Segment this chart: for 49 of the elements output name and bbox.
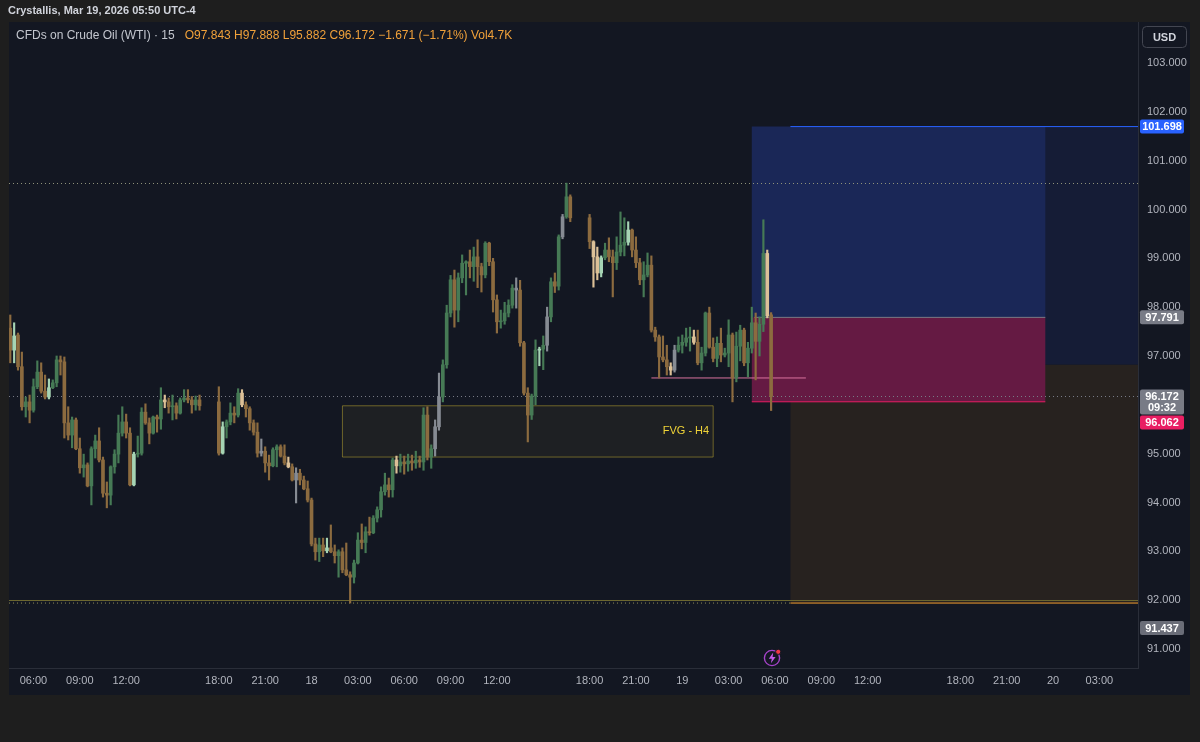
candlestick [240,389,244,408]
candlestick [715,336,719,368]
y-tick-label: 98.000 [1147,300,1181,313]
text: O97.843 H97.888 L95.882 C96.172 −1.671 (−1.71%) Vol4.7K [184,28,513,43]
y-tick-label: 93.000 [1147,544,1181,557]
y-axis-title: USD [1152,30,1177,43]
y-tick-label: 92.000 [1147,593,1181,606]
x-tick-label: 21:00 [251,673,279,686]
x-tick-label: 09:00 [436,673,465,686]
x-tick-label: 18 [305,673,318,686]
x-tick-label: 12:00 [853,673,882,686]
x-tick-label: 18:00 [205,673,233,686]
x-tick-label: 12:00 [112,673,140,686]
x-tick-label: 06:00 [761,673,789,686]
text: 91.437 [1145,621,1179,634]
y-tick-label: 103.000 [1147,56,1187,69]
y-tick-label: 100.000 [1147,202,1187,215]
text: 96.062 [1145,415,1179,428]
x-tick-label: 03:00 [714,673,743,686]
text: Crystallis, Mar 19, 2026 05:50 UTC-4 [8,4,197,17]
x-tick-label: 09:00 [66,673,94,686]
x-tick-label: 09:00 [807,673,836,686]
legend-label: FVG - H4 [662,424,710,437]
candlestick [325,537,329,554]
x-tick-label: 21:00 [992,673,1021,686]
y-tick-label: 91.000 [1147,641,1181,654]
x-tick-label: 18:00 [575,673,604,686]
y-tick-label: 94.000 [1147,495,1181,508]
x-tick-label: 18:00 [946,673,975,686]
y-tick-label: 99.000 [1147,251,1181,264]
series-label: 101.698 [1142,120,1182,133]
x-tick-label: 20 [1046,673,1060,686]
y-tick-label: 97.000 [1147,349,1181,362]
x-tick-label: 19 [676,673,689,686]
x-tick-label: 06:00 [390,673,418,686]
candlestick [170,394,175,421]
x-tick-label: 03:00 [344,673,372,686]
x-tick-label: 06:00 [19,673,48,686]
text: CFDs on Crude Oil (WTI) · 15 [16,28,176,43]
candlestick [603,242,607,261]
x-tick-label: 03:00 [1085,673,1114,686]
text: 97.791 [1145,310,1179,323]
x-tick-label: 12:00 [483,673,511,686]
y-tick-label: 101.000 [1147,153,1187,166]
candlestick [367,516,372,536]
ref-line-label: 96.172 09:32 [1145,389,1179,413]
x-tick-label: 21:00 [622,673,650,686]
y-tick-label: 102.000 [1147,104,1187,117]
y-tick-label: 95.000 [1147,446,1181,459]
